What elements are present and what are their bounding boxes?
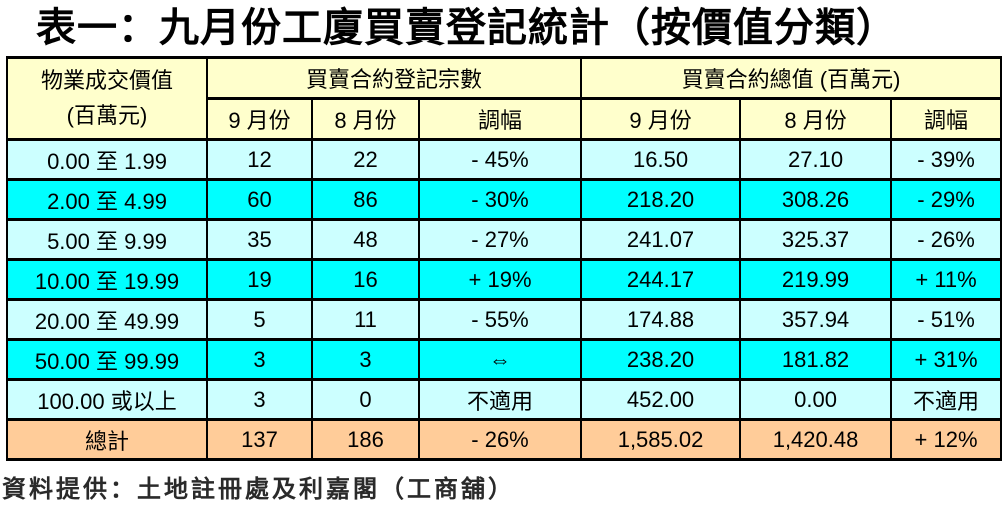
count-aug-cell: 186 [311, 418, 420, 461]
value-change-cell: + 11% [890, 258, 1003, 301]
price-range-cell: 5.00 至 9.99 [6, 218, 208, 261]
value-sep-cell: 452.00 [580, 378, 742, 421]
count-change-cell: + 19% [417, 258, 583, 301]
value-change-cell: - 29% [890, 178, 1003, 221]
table-row: 2.00 至 4.99 60 86 - 30% 218.20 308.26 - … [6, 178, 1003, 221]
page-title: 表一：九月份工廈買賣登記統計（按價值分類） [36, 6, 897, 50]
col-header-count-september: 9 月份 [206, 97, 313, 141]
header-row-groups: 物業成交價值 (百萬元) 買賣合約登記宗數 買賣合約總值 (百萬元) [6, 56, 1003, 141]
price-range-cell: 50.00 至 99.99 [6, 338, 208, 381]
value-sep-cell: 241.07 [580, 218, 742, 261]
count-sep-cell: 3 [206, 378, 313, 421]
count-change-cell: - 45% [417, 138, 583, 181]
table-row: 10.00 至 19.99 19 16 + 19% 244.17 219.99 … [6, 258, 1003, 301]
count-aug-cell: 0 [311, 378, 420, 421]
col-header-value-august: 8 月份 [739, 97, 893, 141]
total-row: 總計 137 186 - 26% 1,585.02 1,420.48 + 12% [6, 418, 1003, 461]
value-sep-cell: 174.88 [580, 298, 742, 341]
value-sep-cell: 238.20 [580, 338, 742, 381]
count-sep-cell: 60 [206, 178, 313, 221]
table-row: 100.00 或以上 3 0 不適用 452.00 0.00 不適用 [6, 378, 1003, 421]
value-aug-cell: 27.10 [739, 138, 893, 181]
page: 表一：九月份工廈買賣登記統計（按價值分類） 物業成交價值 (百萬元) 買賣合約登… [0, 8, 1006, 524]
count-sep-cell: 3 [206, 338, 313, 381]
count-sep-cell: 137 [206, 418, 313, 461]
count-sep-cell: 19 [206, 258, 313, 301]
col-header-property-value-line1: 物業成交價值 [40, 68, 173, 94]
count-change-cell: - 27% [417, 218, 583, 261]
value-change-cell: - 26% [890, 218, 1003, 261]
value-aug-cell: 0.00 [739, 378, 893, 421]
stats-table: 物業成交價值 (百萬元) 買賣合約登記宗數 買賣合約總值 (百萬元) 9 月份 … [6, 56, 1003, 461]
value-aug-cell: 308.26 [739, 178, 893, 221]
total-label-cell: 總計 [6, 418, 208, 461]
count-change-cell: 不適用 [417, 378, 583, 421]
source-note: 資料提供：土地註冊處及利嘉閣（工商舖） [2, 476, 515, 503]
price-range-cell: 2.00 至 4.99 [6, 178, 208, 221]
col-header-count-change: 調幅 [417, 97, 583, 141]
count-sep-cell: 5 [206, 298, 313, 341]
no-change-arrow-icon: ⇔ [417, 338, 583, 381]
count-sep-cell: 12 [206, 138, 313, 181]
count-aug-cell: 86 [311, 178, 420, 221]
count-aug-cell: 3 [311, 338, 420, 381]
table-row: 20.00 至 49.99 5 11 - 55% 174.88 357.94 -… [6, 298, 1003, 341]
value-change-cell: - 39% [890, 138, 1003, 181]
count-aug-cell: 48 [311, 218, 420, 261]
count-sep-cell: 35 [206, 218, 313, 261]
count-aug-cell: 16 [311, 258, 420, 301]
col-header-value-september: 9 月份 [580, 97, 742, 141]
value-change-cell: 不適用 [890, 378, 1003, 421]
value-aug-cell: 357.94 [739, 298, 893, 341]
value-aug-cell: 325.37 [739, 218, 893, 261]
count-change-cell: - 30% [417, 178, 583, 221]
value-aug-cell: 181.82 [739, 338, 893, 381]
count-aug-cell: 22 [311, 138, 420, 181]
header-row-months: 9 月份 8 月份 調幅 9 月份 8 月份 調幅 [7, 97, 1003, 141]
table-body: 0.00 至 1.99 12 22 - 45% 16.50 27.10 - 39… [6, 138, 1003, 461]
price-range-cell: 20.00 至 49.99 [6, 298, 208, 341]
col-group-registration-count: 買賣合約登記宗數 [205, 56, 583, 100]
value-sep-cell: 244.17 [580, 258, 742, 301]
price-range-cell: 100.00 或以上 [6, 378, 208, 421]
value-aug-cell: 1,420.48 [739, 418, 893, 461]
count-aug-cell: 11 [311, 298, 420, 341]
price-range-cell: 10.00 至 19.99 [6, 258, 208, 301]
price-range-cell: 0.00 至 1.99 [6, 138, 208, 181]
col-header-value-change: 調幅 [890, 97, 1003, 141]
table-row: 50.00 至 99.99 3 3 ⇔ 238.20 181.82 + 31% [6, 338, 1003, 381]
value-sep-cell: 16.50 [580, 138, 742, 181]
col-header-count-august: 8 月份 [311, 97, 420, 141]
value-aug-cell: 219.99 [739, 258, 893, 301]
col-header-property-value: 物業成交價值 (百萬元) [6, 56, 208, 141]
table-row: 5.00 至 9.99 35 48 - 27% 241.07 325.37 - … [6, 218, 1003, 261]
count-change-cell: - 26% [417, 418, 583, 461]
value-change-cell: - 51% [890, 298, 1003, 341]
col-group-total-value: 買賣合約總值 (百萬元) [580, 56, 1003, 100]
col-header-property-value-line2: (百萬元) [66, 102, 148, 128]
count-change-cell: - 55% [417, 298, 583, 341]
table-row: 0.00 至 1.99 12 22 - 45% 16.50 27.10 - 39… [6, 138, 1003, 181]
value-sep-cell: 218.20 [580, 178, 742, 221]
value-change-cell: + 31% [890, 338, 1003, 381]
value-change-cell: + 12% [890, 418, 1003, 461]
value-sep-cell: 1,585.02 [580, 418, 742, 461]
